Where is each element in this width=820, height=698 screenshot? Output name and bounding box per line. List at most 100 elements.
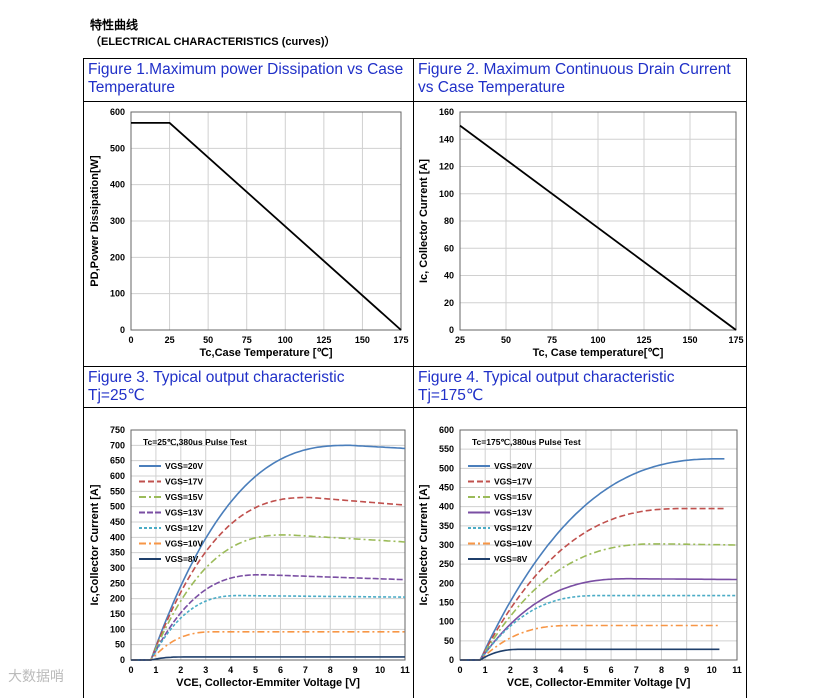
- y-tick-label: 700: [110, 440, 125, 450]
- x-tick-label: 6: [609, 665, 614, 675]
- y-tick-label: 150: [439, 598, 454, 608]
- y-tick-label: 250: [439, 559, 454, 569]
- y-tick-label: 50: [115, 640, 125, 650]
- x-tick-label: 125: [316, 335, 331, 345]
- x-tick-label: 1: [153, 665, 158, 675]
- series-line: [459, 124, 737, 331]
- watermark: 大数据哨: [8, 668, 64, 684]
- y-tick-label: 0: [449, 325, 454, 335]
- x-tick-label: 11: [732, 665, 742, 675]
- x-tick-label: 7: [303, 665, 308, 675]
- series-line-vgs-12v: [131, 594, 405, 661]
- page-title-cn: 特性曲线: [90, 18, 139, 32]
- figure2-title: Figure 2. Maximum Continuous Drain Curre…: [418, 61, 731, 96]
- x-tick-label: 4: [558, 665, 563, 675]
- series-line-vgs-13v: [460, 577, 737, 661]
- x-tick-label: 1: [483, 665, 488, 675]
- y-tick-label: 400: [110, 180, 125, 190]
- chart-figure3: 0 1 2 3 4 5 6 7 8 9 10 11 0 50 100 150 200 250 300 350 400 45…: [89, 425, 410, 689]
- chart-figure1: 0 25 50 75 100 125 150 175 0 100 200 300 400 500 600 Tc…: [89, 107, 409, 359]
- x-tick-label: 10: [375, 665, 385, 675]
- x-axis-label: VCE, Collector-Emmiter Voltage [V]: [507, 677, 691, 689]
- x-tick-label: 3: [533, 665, 538, 675]
- x-tick-label: 175: [728, 335, 743, 345]
- legend-label: VGS=17V: [165, 477, 203, 487]
- chart-annotation: Tc=25℃,380us Pulse Test: [143, 437, 247, 447]
- x-tick-label: 11: [400, 665, 410, 675]
- y-tick-label: 550: [439, 444, 454, 454]
- y-tick-label: 450: [439, 483, 454, 493]
- y-axis-label: PD,Power Dissipation[W]: [89, 155, 101, 287]
- series-line-vgs-20v: [460, 458, 725, 661]
- grid-border-title1: [83, 101, 747, 102]
- x-tick-label: 75: [242, 335, 252, 345]
- series-line: [131, 122, 402, 331]
- legend-label: VGS=10V: [165, 539, 203, 549]
- y-tick-label: 120: [439, 162, 454, 172]
- plot-frame: [459, 429, 738, 661]
- x-tick-label: 8: [659, 665, 664, 675]
- y-tick-label: 200: [439, 578, 454, 588]
- y-tick-label: 650: [110, 456, 125, 466]
- x-tick-label: 8: [328, 665, 333, 675]
- series-line-vgs-17v: [460, 507, 725, 661]
- y-tick-label: 200: [110, 594, 125, 604]
- y-tick-label: 400: [110, 532, 125, 542]
- series-line-vgs-20v: [131, 444, 406, 661]
- grid-border-left: [83, 58, 84, 698]
- y-tick-label: 160: [439, 107, 454, 117]
- x-tick-label: 0: [457, 665, 462, 675]
- y-tick-label: 450: [110, 517, 125, 527]
- series-line-vgs-10v: [460, 624, 720, 661]
- y-tick-label: 100: [110, 624, 125, 634]
- series-line-vgs-10v: [131, 631, 405, 661]
- x-axis-label: Tc,Case Temperature [℃]: [200, 347, 333, 359]
- series-line-vgs-8v: [460, 648, 720, 661]
- y-tick-label: 300: [110, 216, 125, 226]
- x-tick-label: 0: [128, 335, 133, 345]
- y-tick-label: 300: [439, 540, 454, 550]
- y-tick-label: 550: [110, 486, 125, 496]
- x-tick-label: 3: [203, 665, 208, 675]
- y-axis-label: Ic,Collector Current [A]: [89, 484, 101, 605]
- y-tick-label: 0: [449, 655, 454, 665]
- y-tick-label: 600: [439, 425, 454, 435]
- x-tick-label: 9: [684, 665, 689, 675]
- x-tick-label: 25: [455, 335, 465, 345]
- legend-label: VGS=17V: [494, 477, 532, 487]
- y-tick-label: 500: [110, 143, 125, 153]
- x-axis-label: Tc, Case temperature[℃]: [533, 347, 664, 359]
- y-tick-label: 250: [110, 578, 125, 588]
- x-tick-label: 75: [547, 335, 557, 345]
- x-tick-label: 5: [583, 665, 588, 675]
- x-tick-label: 0: [128, 665, 133, 675]
- y-axis-label: Ic, Collector Current [A]: [418, 159, 430, 283]
- figure3-title: Figure 3. Typical output characteristic …: [88, 369, 345, 404]
- y-tick-label: 0: [120, 325, 125, 335]
- x-tick-label: 10: [707, 665, 717, 675]
- y-tick-label: 140: [439, 134, 454, 144]
- chart-figure4: 0 1 2 3 4 5 6 7 8 9 10 11 0 50 100 150 200 250 300 350 400 45…: [418, 425, 742, 689]
- legend-label: VGS=13V: [165, 508, 203, 518]
- x-axis-label: VCE, Collector-Emmiter Voltage [V]: [176, 677, 360, 689]
- x-tick-label: 5: [253, 665, 258, 675]
- y-tick-label: 20: [444, 298, 454, 308]
- legend-label: VGS=12V: [165, 523, 203, 533]
- x-tick-label: 2: [178, 665, 183, 675]
- legend-label: VGS=15V: [494, 492, 532, 502]
- plot-frame: [130, 111, 402, 331]
- figure1-title: Figure 1.Maximum power Dissipation vs Ca…: [88, 61, 404, 96]
- series-line-vgs-15v: [460, 542, 737, 661]
- x-tick-label: 125: [636, 335, 651, 345]
- series-line-vgs-15v: [131, 534, 406, 661]
- y-tick-label: 0: [120, 655, 125, 665]
- series-line-vgs-13v: [131, 573, 406, 661]
- chart-figure2: 25 50 75 100 125 150 175 0 20 40 60 80 100 120 140 160 T…: [418, 107, 744, 359]
- y-tick-label: 600: [110, 471, 125, 481]
- grid-border-right: [746, 58, 747, 698]
- y-tick-label: 100: [110, 289, 125, 299]
- y-tick-label: 150: [110, 609, 125, 619]
- y-tick-label: 400: [439, 502, 454, 512]
- y-tick-label: 500: [110, 502, 125, 512]
- plot-frame: [130, 429, 406, 661]
